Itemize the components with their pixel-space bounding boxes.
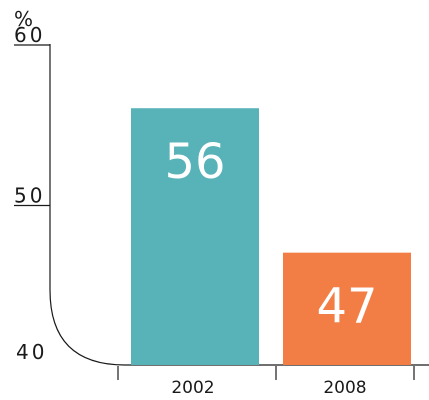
y-axis-line xyxy=(49,44,429,366)
y-axis-unit-label: % xyxy=(14,7,33,31)
category-label-2008: 2008 xyxy=(323,378,366,398)
value-label-2002: 56 xyxy=(164,134,225,190)
y-tick-label-60: 60 xyxy=(14,23,45,47)
value-labels-group: 56 47 xyxy=(164,134,377,334)
y-axis-ticks: 60 50 40 xyxy=(14,23,50,364)
bars-group xyxy=(131,108,411,365)
category-label-2002: 2002 xyxy=(171,378,214,398)
value-label-2008: 47 xyxy=(316,279,377,335)
x-axis-ticks xyxy=(117,366,415,380)
bar-2008 xyxy=(283,252,411,365)
bar-2002 xyxy=(131,108,259,365)
y-tick-label-40: 40 xyxy=(16,340,47,364)
y-tick-label-50: 50 xyxy=(14,184,45,208)
category-labels-group: 2002 2008 xyxy=(171,378,366,398)
